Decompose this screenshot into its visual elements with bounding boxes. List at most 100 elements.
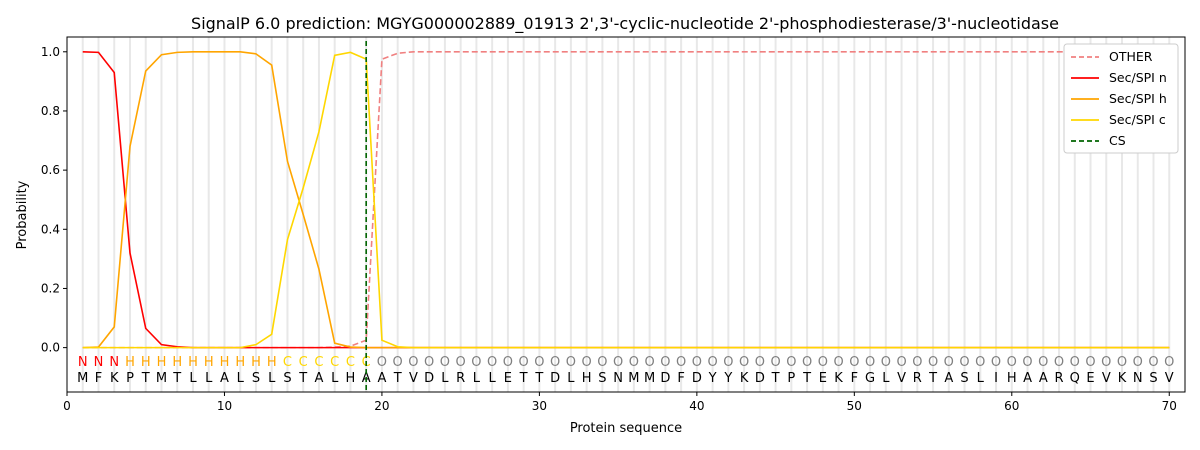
residue-label: E — [819, 371, 827, 386]
plot-frame — [66, 36, 1186, 393]
region-label: N — [94, 355, 104, 370]
legend-label: Sec/SPI n — [1109, 70, 1167, 85]
region-label: O — [487, 355, 497, 370]
region-label: O — [881, 355, 891, 370]
region-label: O — [613, 355, 623, 370]
region-label: O — [1101, 355, 1111, 370]
y-tick-label: 0.4 — [41, 222, 60, 236]
residue-label: T — [771, 371, 780, 386]
residue-label: L — [189, 371, 197, 386]
residue-label: A — [1039, 371, 1048, 386]
residue-label: T — [298, 371, 307, 386]
region-label: O — [660, 355, 670, 370]
region-label: O — [739, 355, 749, 370]
y-tick-label: 0.2 — [41, 281, 60, 295]
residue-label: T — [802, 371, 811, 386]
region-label: H — [267, 355, 277, 370]
residue-label: V — [1102, 371, 1111, 386]
residue-label: I — [994, 371, 998, 386]
residue-label: K — [740, 371, 749, 386]
series-line-sec-spi-c — [82, 51, 1170, 349]
region-label: O — [629, 355, 639, 370]
region-label: H — [188, 355, 198, 370]
region-label: O — [424, 355, 434, 370]
residue-label: L — [489, 371, 497, 386]
residue-label: S — [1149, 371, 1157, 386]
residue-label: F — [95, 371, 102, 386]
region-label: O — [597, 355, 607, 370]
region-label: O — [1085, 355, 1095, 370]
residue-label: D — [424, 371, 434, 386]
legend-label: Sec/SPI c — [1109, 112, 1166, 127]
x-tick-label: 0 — [63, 399, 71, 413]
region-label: H — [172, 355, 182, 370]
x-tick-label: 40 — [689, 399, 704, 413]
region-label: O — [802, 355, 812, 370]
residue-label: R — [1055, 371, 1064, 386]
region-label: O — [534, 355, 544, 370]
region-label: O — [456, 355, 466, 370]
residue-label: S — [283, 371, 291, 386]
region-label: O — [393, 355, 403, 370]
series-line-other — [82, 50, 1170, 349]
region-label: H — [251, 355, 261, 370]
residue-label: K — [834, 371, 843, 386]
residue-label: H — [1007, 371, 1017, 386]
residue-label: T — [141, 371, 150, 386]
residue-label: S — [252, 371, 260, 386]
residue-label: L — [977, 371, 985, 386]
residue-label: L — [237, 371, 245, 386]
region-label: H — [157, 355, 167, 370]
region-label: C — [314, 355, 323, 370]
region-label: O — [723, 355, 733, 370]
region-label: O — [896, 355, 906, 370]
region-label: O — [550, 355, 560, 370]
residue-label: V — [409, 371, 418, 386]
residue-label: L — [205, 371, 213, 386]
y-tick-label: 0.8 — [41, 104, 60, 118]
region-label: O — [377, 355, 387, 370]
residue-label: V — [1165, 371, 1174, 386]
residue-label: N — [613, 371, 623, 386]
region-label: O — [786, 355, 796, 370]
residue-label: F — [851, 371, 858, 386]
region-label: H — [141, 355, 151, 370]
y-tick-label: 0.6 — [41, 163, 60, 177]
residue-label: A — [220, 371, 229, 386]
residue-label: Y — [723, 371, 732, 386]
region-label: O — [959, 355, 969, 370]
residue-label: L — [441, 371, 449, 386]
region-label: H — [220, 355, 230, 370]
region-label: O — [849, 355, 859, 370]
residue-label: D — [755, 371, 765, 386]
residue-label: M — [156, 371, 167, 386]
legend-label: Sec/SPI h — [1109, 91, 1167, 106]
region-label: O — [1038, 355, 1048, 370]
x-tick-label: 20 — [374, 399, 389, 413]
residue-label: N — [1133, 371, 1143, 386]
region-label: O — [692, 355, 702, 370]
region-label: C — [299, 355, 308, 370]
residue-label: Y — [708, 371, 717, 386]
region-label: O — [1117, 355, 1127, 370]
residue-label: V — [897, 371, 906, 386]
residue-label: R — [456, 371, 465, 386]
region-label: C — [330, 355, 339, 370]
residue-label: E — [1086, 371, 1094, 386]
region-label: H — [125, 355, 135, 370]
residue-label: T — [928, 371, 937, 386]
residue-label: A — [1023, 371, 1032, 386]
region-label: O — [645, 355, 655, 370]
residue-label: T — [172, 371, 181, 386]
residue-label: A — [377, 371, 386, 386]
residue-label: T — [519, 371, 528, 386]
residue-label: A — [944, 371, 953, 386]
region-label: O — [676, 355, 686, 370]
residue-label: L — [331, 371, 339, 386]
region-label: O — [440, 355, 450, 370]
series-line-sec-spi-n — [82, 50, 1170, 349]
region-label: O — [912, 355, 922, 370]
residue-label: M — [628, 371, 639, 386]
y-tick-label: 1.0 — [41, 45, 60, 59]
